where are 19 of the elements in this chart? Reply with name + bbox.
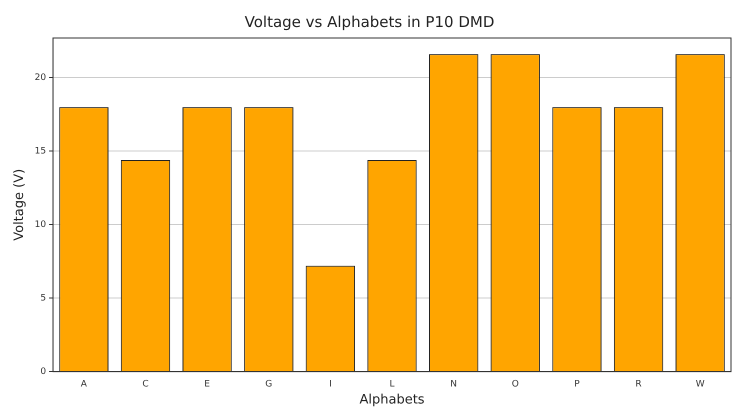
- x-axis-title: Alphabets: [359, 392, 425, 408]
- x-tick-label: E: [204, 379, 210, 390]
- x-tick-label: I: [329, 379, 332, 390]
- y-tick-label: 0: [40, 366, 46, 377]
- x-tick-label: P: [574, 379, 580, 390]
- x-tick-label: C: [142, 379, 149, 390]
- chart-title: Voltage vs Alphabets in P10 DMD: [244, 12, 494, 31]
- y-tick-label: 15: [34, 146, 46, 157]
- x-tick-label: W: [696, 379, 705, 390]
- y-tick-label: 10: [34, 220, 46, 230]
- x-tick-label: O: [512, 379, 519, 390]
- x-tick-label: A: [80, 379, 88, 390]
- y-tick-label: 20: [34, 73, 46, 84]
- x-tick-label: G: [265, 379, 272, 390]
- x-tick-label: N: [450, 379, 458, 390]
- y-axis-title: Voltage (V): [12, 168, 28, 241]
- y-tick-label: 5: [40, 293, 46, 304]
- x-tick-label: R: [635, 379, 642, 390]
- x-tick-label: L: [390, 379, 395, 390]
